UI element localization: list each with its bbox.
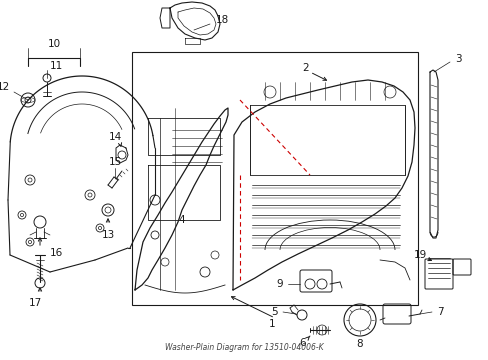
Text: 16: 16 — [50, 248, 63, 258]
Text: 10: 10 — [47, 39, 61, 49]
Text: 13: 13 — [101, 230, 114, 240]
Text: 3: 3 — [454, 54, 461, 64]
Text: Washer-Plain Diagram for 13510-04006-K: Washer-Plain Diagram for 13510-04006-K — [165, 343, 323, 352]
Text: 6: 6 — [299, 338, 305, 348]
Bar — [132, 52, 417, 305]
Text: 15: 15 — [108, 157, 122, 167]
Text: 11: 11 — [50, 61, 63, 71]
Text: 1: 1 — [268, 319, 275, 329]
Text: 9: 9 — [276, 279, 283, 289]
Text: 17: 17 — [28, 298, 41, 308]
Text: 19: 19 — [412, 250, 426, 260]
Text: 5: 5 — [271, 307, 278, 317]
Text: 14: 14 — [108, 132, 122, 142]
Text: 7: 7 — [436, 307, 443, 317]
Text: 2: 2 — [302, 63, 309, 73]
Text: 8: 8 — [356, 339, 363, 349]
Text: 4: 4 — [178, 215, 185, 225]
Text: 18: 18 — [216, 15, 229, 25]
Text: 12: 12 — [0, 82, 10, 92]
